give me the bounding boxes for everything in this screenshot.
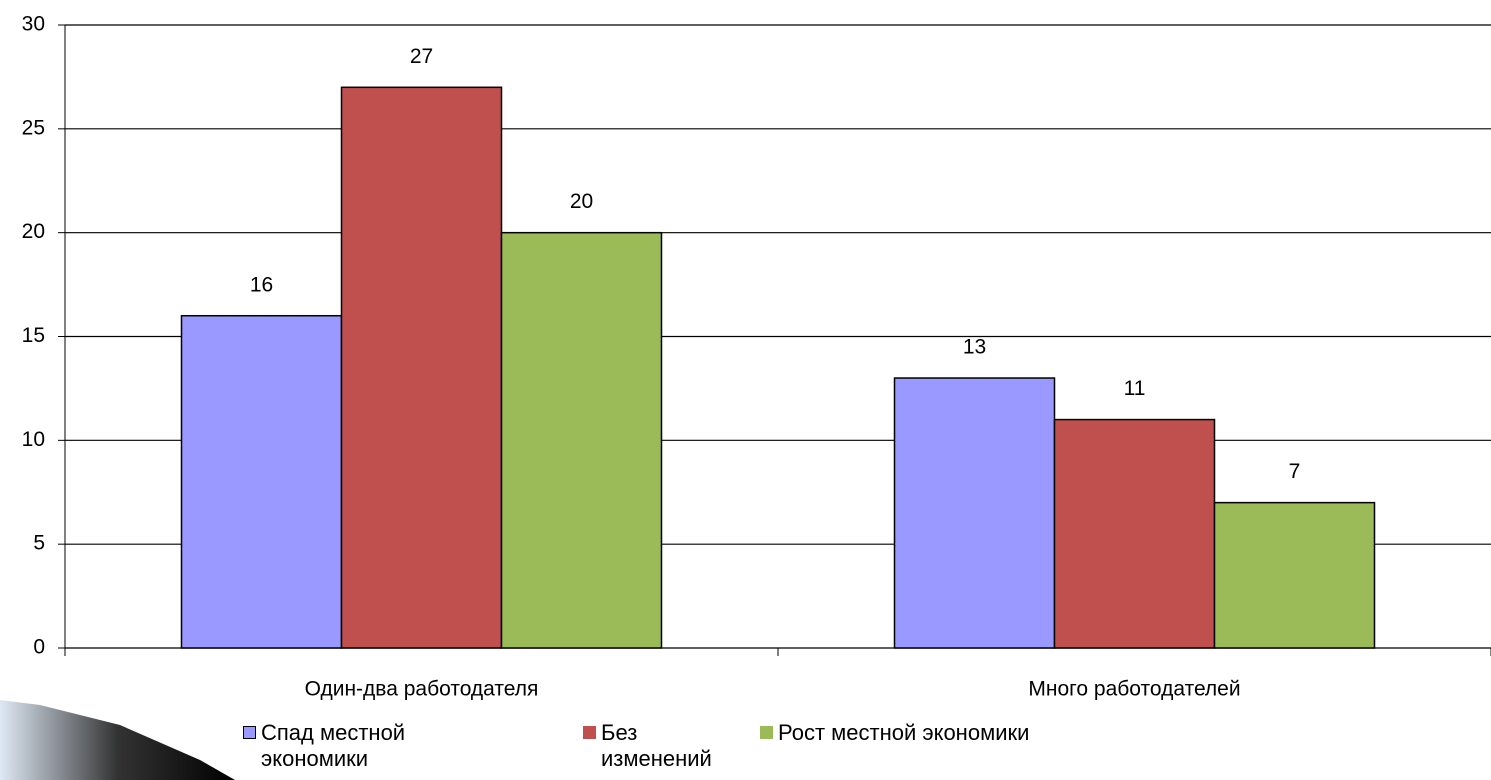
legend-item: Спад местной экономики bbox=[243, 720, 473, 772]
legend-label: Спад местной экономики bbox=[261, 720, 406, 771]
value-label: 11 bbox=[1124, 377, 1146, 400]
legend-label: Без изменений bbox=[601, 720, 712, 771]
y-tick-label: 15 bbox=[22, 324, 45, 347]
decoration bbox=[0, 700, 235, 780]
y-tick-label: 20 bbox=[22, 220, 45, 243]
bar bbox=[180, 314, 343, 649]
bar bbox=[500, 231, 663, 649]
value-label: 27 bbox=[410, 45, 433, 68]
legend-item: Без изменений bbox=[583, 720, 712, 772]
bar bbox=[1213, 501, 1376, 649]
y-tick-label: 10 bbox=[22, 428, 45, 451]
bar bbox=[893, 377, 1056, 649]
value-label: 7 bbox=[1289, 460, 1301, 483]
legend-swatch bbox=[583, 726, 596, 739]
y-tick-label: 30 bbox=[22, 13, 45, 36]
x-tick-label: Один-два работодателя bbox=[305, 678, 539, 701]
legend-swatch bbox=[243, 726, 256, 739]
y-tick-label: 0 bbox=[33, 636, 45, 659]
value-label: 16 bbox=[250, 273, 273, 296]
legend-item: Рост местной экономики bbox=[760, 720, 1180, 746]
y-tick-label: 5 bbox=[33, 532, 45, 555]
y-tick-label: 25 bbox=[22, 116, 45, 139]
bar bbox=[340, 86, 503, 649]
value-label: 13 bbox=[963, 336, 986, 359]
legend-label: Рост местной экономики bbox=[778, 720, 1030, 745]
value-label: 20 bbox=[570, 190, 593, 213]
bar bbox=[1053, 418, 1216, 649]
x-tick-label: Много работодателей bbox=[1028, 678, 1240, 701]
legend-swatch bbox=[760, 726, 773, 739]
